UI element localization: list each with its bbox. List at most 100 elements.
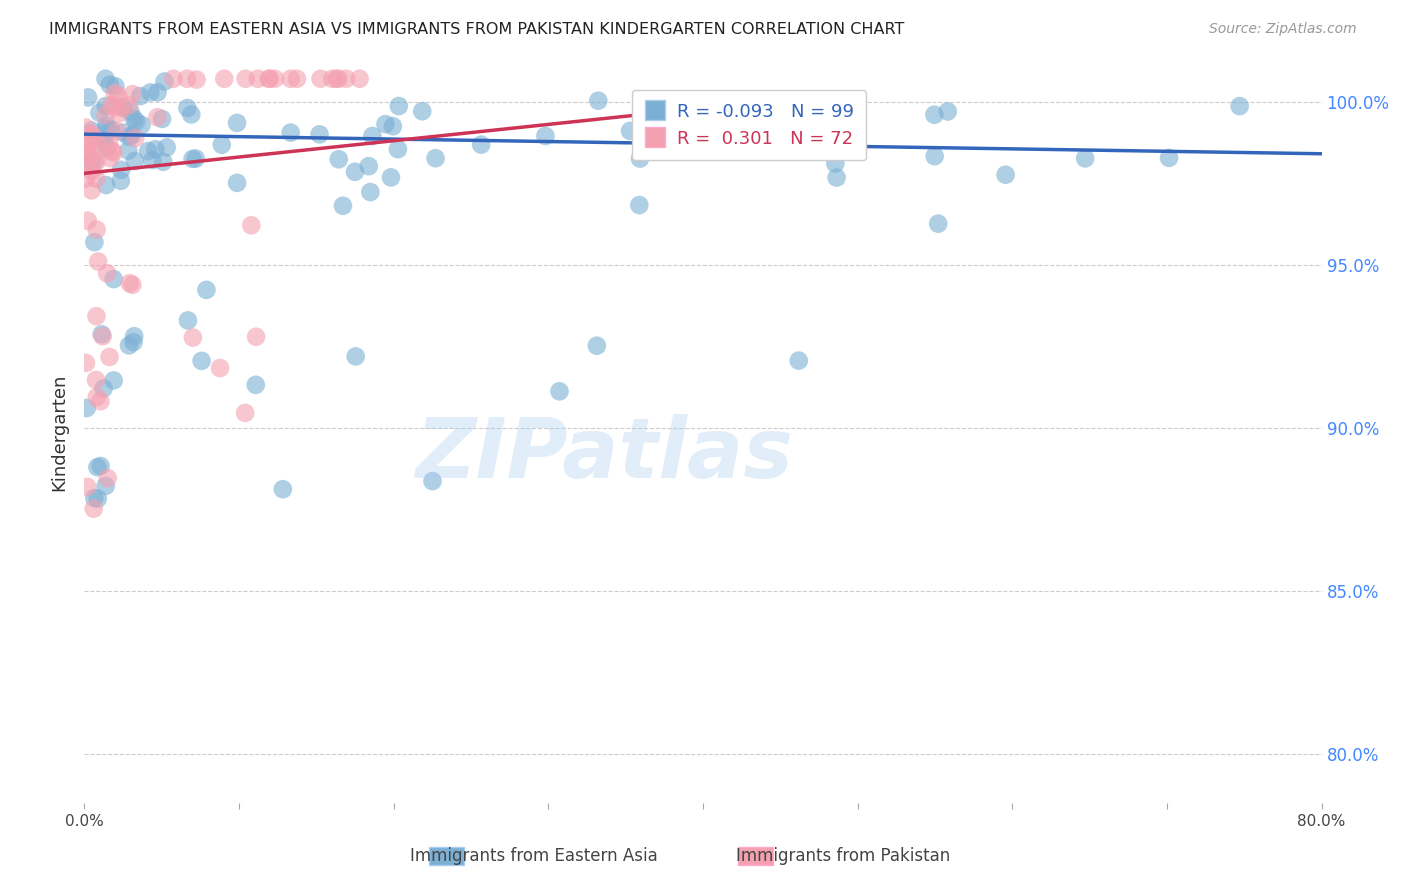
Point bbox=[120, 104, 142, 119]
Point bbox=[280, 126, 302, 140]
Point bbox=[374, 117, 396, 131]
Point bbox=[150, 112, 173, 126]
Point bbox=[80, 123, 103, 137]
Point bbox=[96, 266, 118, 280]
Point bbox=[344, 350, 367, 364]
Point bbox=[146, 86, 169, 100]
Point bbox=[257, 71, 280, 86]
Point bbox=[143, 142, 166, 156]
Bar bbox=[429, 847, 464, 865]
Point bbox=[93, 381, 115, 395]
Point bbox=[422, 474, 444, 488]
Point bbox=[110, 162, 132, 177]
Point bbox=[321, 71, 343, 86]
Text: ZIPatlas: ZIPatlas bbox=[415, 414, 793, 495]
Point bbox=[924, 108, 946, 122]
Point bbox=[121, 128, 143, 143]
Point bbox=[214, 71, 236, 86]
Point bbox=[100, 122, 122, 136]
Point bbox=[76, 213, 98, 227]
Point bbox=[308, 128, 330, 142]
Point bbox=[118, 98, 141, 112]
Point bbox=[124, 131, 146, 145]
Point bbox=[91, 329, 114, 343]
Point bbox=[90, 458, 112, 473]
Point bbox=[98, 350, 121, 364]
Point bbox=[787, 353, 810, 368]
Point bbox=[121, 277, 143, 292]
Point bbox=[94, 479, 117, 493]
Point bbox=[285, 71, 308, 86]
Point bbox=[785, 98, 807, 112]
Point bbox=[94, 71, 117, 86]
Point bbox=[94, 122, 117, 136]
Point bbox=[927, 217, 949, 231]
Point bbox=[93, 134, 115, 148]
Point bbox=[361, 129, 384, 144]
Point bbox=[87, 137, 110, 152]
Point bbox=[104, 79, 127, 94]
Point bbox=[628, 152, 651, 166]
Point bbox=[588, 94, 610, 108]
Point bbox=[534, 128, 557, 143]
Point bbox=[343, 165, 366, 179]
Point bbox=[98, 151, 121, 165]
Point bbox=[89, 394, 111, 409]
Point bbox=[118, 129, 141, 144]
Point bbox=[86, 154, 108, 169]
Point bbox=[108, 106, 131, 120]
Point bbox=[332, 199, 354, 213]
Point bbox=[75, 120, 97, 135]
Point bbox=[110, 174, 132, 188]
Point bbox=[103, 272, 125, 286]
Point bbox=[80, 127, 103, 141]
Point bbox=[111, 101, 134, 115]
Point bbox=[146, 110, 169, 124]
Point bbox=[104, 100, 127, 114]
Point bbox=[226, 176, 249, 190]
Point bbox=[83, 133, 105, 147]
Point bbox=[86, 310, 108, 324]
Point bbox=[264, 71, 287, 86]
Point bbox=[103, 145, 125, 160]
Point bbox=[107, 89, 129, 103]
Point bbox=[80, 164, 103, 178]
Point bbox=[470, 137, 492, 152]
Point bbox=[924, 149, 946, 163]
Point bbox=[1074, 152, 1097, 166]
Point bbox=[97, 471, 120, 485]
Point bbox=[245, 377, 267, 392]
Point bbox=[359, 185, 381, 199]
Point bbox=[104, 86, 127, 100]
Point bbox=[177, 313, 200, 327]
Point bbox=[209, 361, 232, 376]
Text: Immigrants from Pakistan: Immigrants from Pakistan bbox=[737, 847, 950, 865]
Point bbox=[90, 327, 112, 342]
Point bbox=[84, 171, 107, 186]
Point bbox=[190, 354, 212, 368]
Point bbox=[387, 142, 409, 156]
Point bbox=[75, 171, 97, 186]
Text: Source: ZipAtlas.com: Source: ZipAtlas.com bbox=[1209, 22, 1357, 37]
Point bbox=[86, 460, 108, 475]
Legend: R = -0.093   N = 99, R =  0.301   N = 72: R = -0.093 N = 99, R = 0.301 N = 72 bbox=[631, 90, 866, 161]
Point bbox=[245, 330, 267, 344]
Point bbox=[82, 128, 104, 143]
Point bbox=[181, 330, 204, 344]
Point bbox=[226, 116, 249, 130]
Point bbox=[585, 339, 607, 353]
Point bbox=[131, 118, 153, 132]
Point bbox=[96, 119, 118, 133]
Point bbox=[240, 219, 263, 233]
Point bbox=[1157, 151, 1180, 165]
Point bbox=[176, 71, 198, 86]
Point bbox=[233, 406, 256, 420]
Point bbox=[98, 78, 121, 92]
Point bbox=[100, 98, 122, 112]
Point bbox=[117, 144, 139, 158]
Point bbox=[388, 99, 411, 113]
Point bbox=[139, 86, 162, 100]
Point bbox=[94, 108, 117, 122]
Point bbox=[111, 100, 134, 114]
Point bbox=[94, 178, 117, 192]
